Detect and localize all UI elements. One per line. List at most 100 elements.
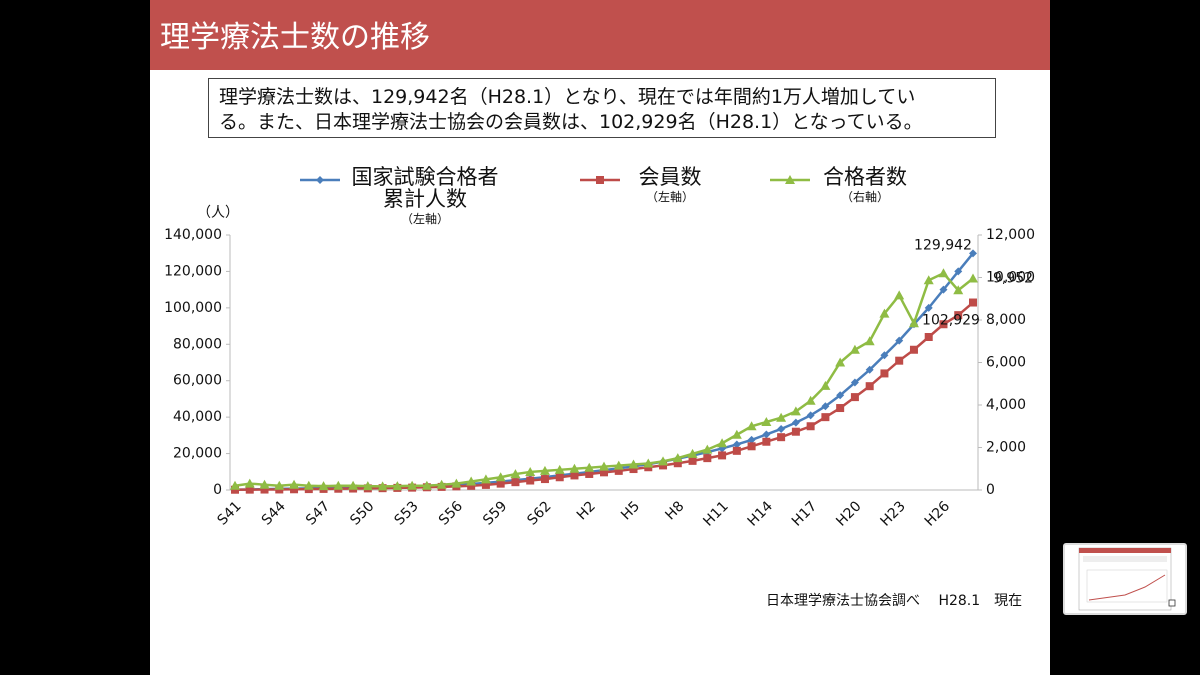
marker bbox=[879, 308, 890, 318]
x-tick-label: H23 bbox=[878, 498, 909, 529]
marker bbox=[600, 468, 608, 477]
marker bbox=[777, 433, 786, 442]
marker bbox=[968, 273, 978, 283]
y2-tick-label: 2,000 bbox=[986, 440, 1026, 456]
marker bbox=[939, 285, 948, 294]
marker bbox=[230, 480, 240, 490]
marker bbox=[835, 357, 846, 367]
marker bbox=[362, 481, 373, 491]
legend-label: 会員数 bbox=[638, 165, 702, 189]
marker bbox=[938, 268, 949, 278]
legend-entry: 会員数 （左軸） bbox=[620, 166, 720, 206]
marker bbox=[806, 411, 815, 420]
legend-axis-note: （右軸） bbox=[840, 190, 889, 204]
marker bbox=[628, 459, 639, 469]
x-tick-label: S56 bbox=[436, 498, 466, 528]
marker bbox=[511, 478, 520, 487]
thumbnail-preview bbox=[1078, 547, 1176, 611]
marker bbox=[318, 481, 329, 491]
marker bbox=[289, 479, 300, 489]
marker bbox=[629, 465, 638, 474]
marker bbox=[908, 318, 919, 328]
marker bbox=[731, 429, 742, 439]
marker bbox=[659, 461, 668, 470]
legend-entry: 国家試験合格者累計人数 （左軸） bbox=[340, 166, 510, 228]
marker bbox=[392, 481, 403, 491]
marker bbox=[377, 481, 388, 491]
marker bbox=[865, 382, 874, 391]
marker bbox=[805, 395, 816, 405]
marker bbox=[467, 481, 476, 490]
marker bbox=[880, 351, 889, 360]
y2-tick-label: 10,000 bbox=[986, 270, 1035, 286]
marker bbox=[865, 365, 874, 374]
thumb-line bbox=[1088, 574, 1166, 601]
marker bbox=[274, 480, 285, 490]
marker bbox=[672, 453, 683, 463]
marker bbox=[596, 176, 604, 184]
marker bbox=[924, 333, 933, 341]
summary-line: る。また、日本理学療法士協会の会員数は、102,929名（H28.1）となってい… bbox=[219, 111, 923, 133]
y-unit: （人） bbox=[197, 205, 239, 221]
marker bbox=[761, 417, 772, 426]
legend-label: 国家試験合格者累計人数 bbox=[351, 165, 499, 211]
marker bbox=[777, 424, 786, 433]
marker bbox=[244, 478, 255, 488]
marker bbox=[747, 442, 756, 451]
marker bbox=[569, 463, 580, 473]
marker bbox=[525, 466, 536, 476]
marker bbox=[673, 459, 682, 468]
marker bbox=[718, 451, 727, 460]
marker bbox=[894, 290, 905, 300]
marker bbox=[526, 476, 535, 485]
x-tick-label: H5 bbox=[618, 498, 643, 523]
marker bbox=[924, 303, 933, 312]
y2-tick-label: 0 bbox=[986, 482, 995, 498]
marker bbox=[790, 406, 801, 416]
marker bbox=[954, 311, 963, 320]
marker bbox=[849, 344, 860, 354]
data-label: 9,952 bbox=[993, 271, 1033, 287]
x-tick-label: S41 bbox=[214, 498, 244, 528]
y2-tick-label: 4,000 bbox=[986, 397, 1026, 413]
marker bbox=[613, 460, 624, 470]
marker bbox=[333, 480, 344, 490]
thumb-text bbox=[1083, 556, 1167, 562]
y-tick-label: 20,000 bbox=[173, 446, 222, 462]
series-line bbox=[234, 252, 974, 491]
marker bbox=[939, 320, 948, 329]
marker bbox=[481, 480, 490, 489]
marker bbox=[303, 480, 314, 490]
marker bbox=[717, 438, 728, 448]
marker bbox=[762, 430, 771, 439]
x-tick-label: H26 bbox=[922, 498, 953, 529]
marker bbox=[245, 485, 254, 494]
x-tick-label: S53 bbox=[392, 498, 422, 528]
marker bbox=[643, 458, 654, 468]
marker bbox=[746, 421, 757, 431]
x-tick-label: S62 bbox=[524, 498, 554, 528]
marker bbox=[969, 249, 977, 258]
thumbnail[interactable] bbox=[1063, 543, 1187, 615]
thumb-chart bbox=[1086, 569, 1168, 603]
marker bbox=[821, 413, 830, 422]
series-line bbox=[234, 271, 974, 488]
marker bbox=[762, 437, 771, 446]
marker bbox=[732, 440, 741, 449]
marker bbox=[850, 378, 859, 387]
marker bbox=[658, 456, 669, 466]
marker bbox=[791, 418, 800, 427]
marker bbox=[585, 469, 594, 478]
marker bbox=[451, 478, 462, 488]
x-tick-label: H17 bbox=[789, 498, 820, 529]
marker bbox=[687, 448, 698, 458]
thumb-header bbox=[1079, 548, 1171, 553]
slide: 理学療法士数の推移 理学療法士数は、129,942名（H28.1）となり、現在で… bbox=[150, 0, 1050, 675]
summary-line: 理学療法士数は、129,942名（H28.1）となり、現在では年間約1万人増加し… bbox=[219, 86, 916, 108]
marker bbox=[495, 472, 506, 482]
marker bbox=[702, 444, 713, 454]
marker bbox=[540, 475, 549, 484]
y2-tick-label: 12,000 bbox=[986, 227, 1035, 243]
x-tick-label: H14 bbox=[745, 498, 776, 529]
